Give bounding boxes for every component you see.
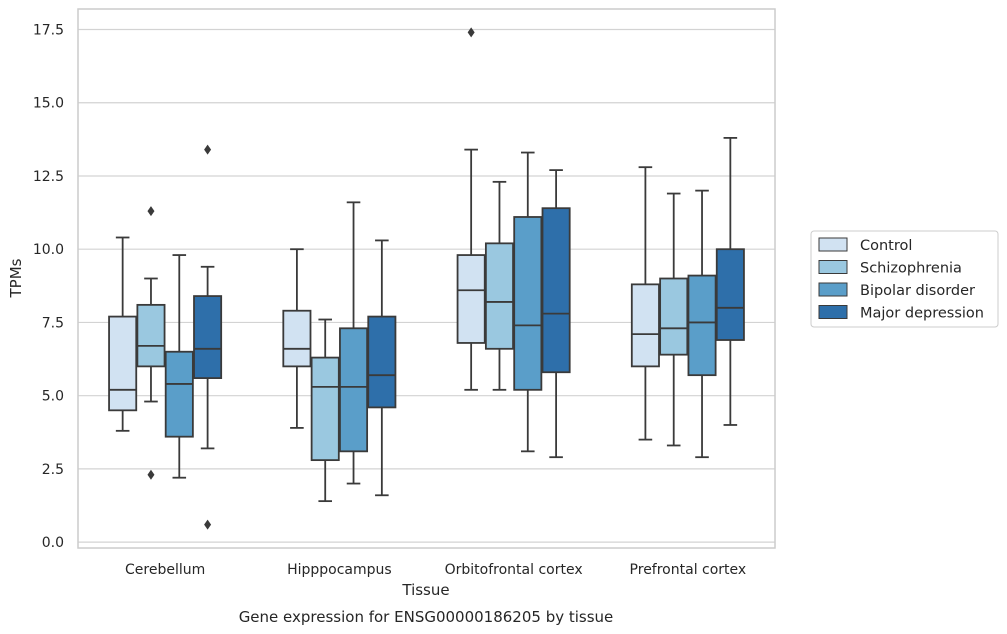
box (282, 248, 312, 429)
box-series (108, 27, 745, 530)
y-tick-label: 17.5 (33, 23, 64, 39)
x-tick-label: Prefrontal cortex (630, 562, 747, 578)
box-iqr (108, 315, 138, 412)
box-iqr (659, 277, 689, 356)
outlier-point (204, 144, 212, 155)
box-iqr (513, 216, 543, 391)
legend-swatch (818, 260, 848, 274)
y-tick-label: 2.5 (42, 462, 64, 478)
y-tick-label: 0.0 (42, 535, 64, 551)
outlier-point (147, 469, 155, 480)
box (630, 166, 660, 441)
box (193, 144, 223, 530)
y-tick-label: 5.0 (42, 389, 64, 405)
legend-label: Control (860, 238, 912, 254)
box (339, 201, 369, 485)
x-tick-label: Orbitofrontal cortex (445, 562, 583, 578)
box-iqr (136, 303, 166, 368)
box-iqr (484, 242, 514, 350)
outlier-point (147, 206, 155, 217)
box (541, 169, 571, 459)
box-iqr (715, 248, 745, 341)
box-iqr (687, 274, 717, 377)
legend-label: Major depression (860, 306, 984, 322)
box (367, 239, 397, 497)
y-axis-ticks: 0.0 2.5 5.0 7.5 10.0 12.5 15.0 17.5 (33, 23, 64, 552)
chart-caption: Gene expression for ENSG00000186205 by t… (239, 608, 614, 626)
box-iqr (367, 315, 397, 409)
x-tick-label: Hipppocampus (287, 562, 392, 578)
box (456, 27, 486, 391)
legend: Control Schizophrenia Bipolar disorder Majo… (810, 230, 999, 328)
box (687, 189, 717, 459)
y-tick-label: 12.5 (33, 169, 64, 185)
y-axis-label: TPMs (7, 258, 25, 298)
box (484, 180, 514, 391)
box-iqr (339, 327, 369, 453)
series-bipolar-disorder (164, 151, 717, 485)
series-schizophrenia (136, 180, 689, 503)
y-tick-label: 15.0 (33, 96, 64, 112)
box (108, 236, 138, 432)
box-iqr (630, 283, 660, 368)
y-tick-label: 10.0 (33, 242, 64, 258)
legend-label: Bipolar disorder (860, 283, 975, 299)
series-control (108, 27, 660, 441)
box-iqr (456, 254, 486, 344)
plot-background (78, 9, 775, 548)
box (715, 136, 745, 426)
box (136, 206, 166, 480)
x-tick-label: Cerebellum (125, 562, 205, 578)
box (513, 151, 543, 453)
box (164, 254, 194, 479)
box (659, 192, 689, 447)
series-major-depression (193, 136, 745, 530)
box-iqr (164, 350, 194, 438)
legend-frame (810, 230, 999, 328)
legend-swatch (818, 305, 848, 319)
legend-swatch (818, 282, 848, 297)
box-iqr (193, 295, 223, 379)
y-tick-label: 7.5 (42, 315, 64, 331)
legend-swatch (818, 237, 848, 252)
x-axis-label: Tissue (401, 581, 449, 599)
legend-label: Schizophrenia (860, 261, 962, 277)
plot-frame (77, 8, 776, 549)
x-axis-ticks: Cerebellum Hipppocampus Orbitofrontal cort… (125, 562, 746, 578)
box-iqr (282, 309, 312, 368)
box (310, 318, 340, 503)
outlier-point (467, 27, 475, 38)
box-iqr (541, 207, 571, 374)
outlier-point (204, 519, 212, 530)
box-iqr (310, 356, 340, 462)
